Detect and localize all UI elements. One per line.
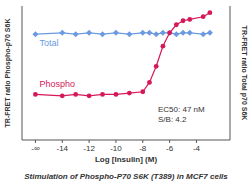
x-tick-label: -∞ [31,144,40,153]
marker [207,10,212,15]
x-tick-label: -8 [139,144,147,153]
marker [73,92,78,97]
marker [173,31,179,37]
x-tick-label: -10 [110,144,122,153]
marker [59,30,65,36]
x-tick [115,140,116,143]
marker [147,80,152,85]
y-axis-label: TR-FRET ratio Phospho-p70 S6K [4,19,12,128]
marker [60,93,65,98]
x-tick-label: -6 [166,144,174,153]
y2-axis [230,6,231,140]
x-tick [62,140,63,143]
x-tick [89,140,90,143]
marker [153,31,159,37]
marker [207,30,213,36]
marker [32,31,38,37]
marker [87,93,92,98]
marker [113,30,119,36]
marker [86,30,92,36]
y-axis [22,6,23,140]
x-tick-label: -14 [56,144,68,153]
marker [146,30,152,36]
plot-area [32,10,212,98]
series-label: Phospho [39,79,75,89]
marker [100,92,105,97]
y2-axis-label: TR-FRET ratio Total p70 S6K [240,26,248,121]
marker [127,91,132,96]
annotation: S/B: 4.2 [158,115,187,124]
marker [174,22,179,27]
x-tick [196,140,197,143]
x-tick-label: -12 [83,144,95,153]
marker [180,30,186,36]
marker [126,31,132,37]
marker [73,31,79,37]
x-tick-label: -4 [193,144,201,153]
marker [114,92,119,97]
x-axis [22,140,230,141]
marker [161,44,166,49]
marker [140,30,146,36]
x-tick [142,140,143,143]
marker [187,30,193,36]
x-tick [35,140,36,143]
marker [200,31,206,37]
chart: -∞ -14 -12 -10 -8 -6 -4 Total Phospho EC50: 47 nM… [0,0,252,185]
title: Stimulation of Phospho-P70 S6K (T389) in… [24,172,228,181]
x-axis-label: Log [Insulin] (M) [95,155,158,164]
series-label: Total [39,38,58,48]
series-line [35,13,209,96]
marker [201,14,206,19]
marker [160,30,166,36]
marker [154,64,159,69]
annotation: EC50: 47 nM [158,105,205,114]
marker [33,92,38,97]
marker [187,17,192,22]
marker [181,18,186,23]
marker [167,30,172,35]
x-tick [169,140,170,143]
marker [100,31,106,37]
marker [140,89,145,94]
